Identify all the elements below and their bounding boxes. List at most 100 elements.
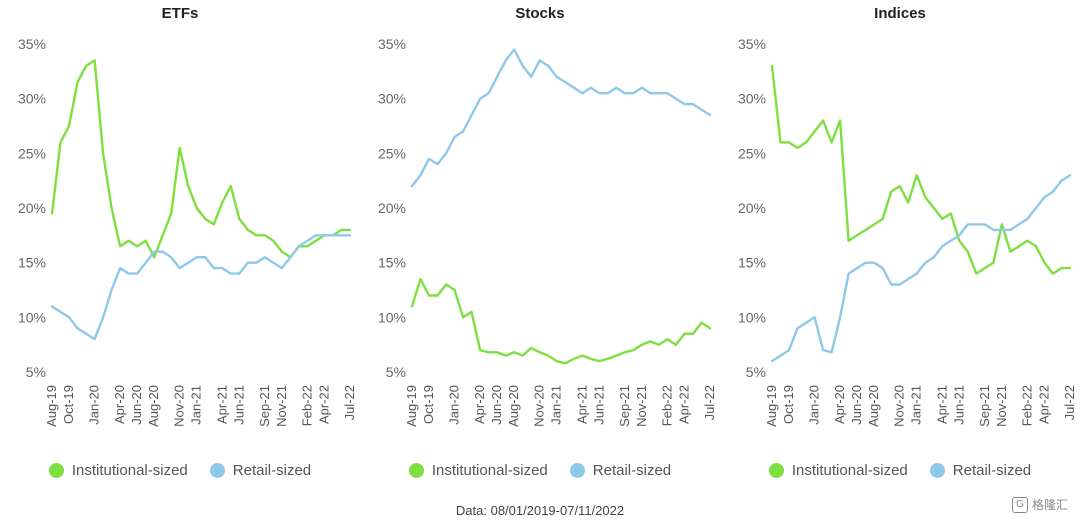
- x-tick-label: Feb-22: [299, 385, 314, 426]
- legend-item-institutional[interactable]: Institutional-sized: [768, 462, 908, 479]
- y-tick-label: 35%: [18, 36, 46, 52]
- legend-label: Institutional-sized: [71, 462, 188, 479]
- institutional-swatch: [408, 463, 424, 478]
- y-tick-label: 20%: [18, 200, 46, 216]
- retail-series-line: [770, 173, 1072, 363]
- x-tick-label: Feb-22: [1019, 385, 1034, 426]
- stocks-panel: Stocks 35% 30% 25% 20% 15% 10% 5% Aug-19 Oct-19 J…: [360, 0, 720, 490]
- x-tick-label: Oct-19: [781, 385, 796, 424]
- data-range-footer: Data: 08/01/2019-07/11/2022: [455, 503, 625, 518]
- institutional-series-line: [50, 59, 352, 259]
- legend: Institutional-sized Retail-sized: [360, 462, 720, 479]
- y-tick-label: 10%: [18, 309, 46, 325]
- indices-chart: 35% 30% 25% 20% 15% 10% 5% Aug-19 Oct-19 Jan-20 Ap…: [738, 36, 1077, 427]
- y-tick-label: 30%: [18, 91, 46, 107]
- institutional-swatch: [768, 463, 784, 478]
- chart-title: ETFs: [161, 5, 199, 22]
- y-tick-label: 20%: [738, 200, 766, 216]
- legend: Institutional-sized Retail-sized: [0, 462, 360, 479]
- x-tick-label: Sep-21: [257, 385, 272, 427]
- y-tick-label: 25%: [378, 145, 406, 161]
- chart-title: Stocks: [515, 5, 565, 22]
- legend-item-retail[interactable]: Retail-sized: [209, 462, 312, 479]
- x-tick-label: Nov-21: [634, 385, 649, 427]
- legend-item-retail[interactable]: Retail-sized: [929, 462, 1032, 479]
- x-tick-label: Jun-20: [849, 385, 864, 425]
- x-tick-label: Jun-21: [591, 385, 606, 425]
- x-tick-label: Jul-22: [1062, 385, 1077, 420]
- x-tick-label: Aug-19: [44, 385, 59, 427]
- institutional-swatch: [48, 463, 64, 478]
- x-tick-label: Jan-20: [87, 385, 102, 425]
- etfs-chart: 35% 30% 25% 20% 15% 10% 5% Aug-19 Oct-19 Jan-20 Ap…: [18, 36, 357, 427]
- x-tick-label: Jan-20: [807, 385, 822, 425]
- stocks-chart: 35% 30% 25% 20% 15% 10% 5% Aug-19 Oct-19 Jan-20 Ap…: [378, 36, 717, 427]
- x-tick-label: Apr-20: [112, 385, 127, 424]
- y-tick-label: 20%: [378, 200, 406, 216]
- legend-item-institutional[interactable]: Institutional-sized: [48, 462, 188, 479]
- retail-swatch: [209, 463, 225, 478]
- y-tick-label: 5%: [26, 364, 46, 380]
- y-tick-label: 10%: [378, 309, 406, 325]
- institutional-series-line: [410, 277, 712, 365]
- x-tick-label: Apr-21: [214, 385, 229, 424]
- x-tick-label: Jan-21: [189, 385, 204, 425]
- x-tick-label: Jan-21: [549, 385, 564, 425]
- x-tick-label: Apr-22: [676, 385, 691, 424]
- x-tick-label: Aug-19: [764, 385, 779, 427]
- y-tick-label: 5%: [746, 364, 766, 380]
- retail-series-line: [410, 48, 712, 188]
- y-tick-label: 10%: [738, 309, 766, 325]
- x-tick-label: Jun-21: [951, 385, 966, 425]
- x-tick-label: Apr-21: [574, 385, 589, 424]
- x-tick-label: Apr-21: [934, 385, 949, 424]
- watermark-text: 格隆汇: [1031, 498, 1068, 512]
- x-tick-label: Apr-20: [832, 385, 847, 424]
- y-tick-label: 35%: [378, 36, 406, 52]
- x-tick-label: Aug-20: [146, 385, 161, 427]
- x-tick-label: Apr-20: [472, 385, 487, 424]
- legend: Institutional-sized Retail-sized: [720, 462, 1080, 479]
- x-tick-label: Nov-21: [274, 385, 289, 427]
- legend-item-retail[interactable]: Retail-sized: [569, 462, 672, 479]
- x-tick-label: Apr-22: [316, 385, 331, 424]
- y-tick-label: 15%: [378, 255, 406, 271]
- retail-swatch: [569, 463, 585, 478]
- x-tick-label: Jun-20: [489, 385, 504, 425]
- y-tick-label: 30%: [378, 91, 406, 107]
- x-tick-label: Feb-22: [659, 385, 674, 426]
- x-tick-label: Jan-21: [909, 385, 924, 425]
- legend-label: Retail-sized: [592, 462, 672, 479]
- etfs-panel: ETFs 35% 30% 25% 20% 15% 10% 5% Aug-19 Oct-19 Jan…: [0, 0, 360, 490]
- x-tick-label: Jun-20: [129, 385, 144, 425]
- y-tick-label: 15%: [18, 255, 46, 271]
- x-tick-label: Aug-20: [506, 385, 521, 427]
- watermark: G 格隆汇: [1011, 496, 1068, 513]
- legend-item-institutional[interactable]: Institutional-sized: [408, 462, 548, 479]
- legend-label: Retail-sized: [232, 462, 312, 479]
- x-tick-label: Jul-22: [342, 385, 357, 420]
- x-tick-label: Aug-20: [866, 385, 881, 427]
- y-tick-label: 30%: [738, 91, 766, 107]
- y-tick-label: 35%: [738, 36, 766, 52]
- y-tick-label: 5%: [386, 364, 406, 380]
- legend-label: Institutional-sized: [791, 462, 908, 479]
- x-tick-label: Nov-20: [532, 385, 547, 427]
- x-tick-label: Jan-20: [447, 385, 462, 425]
- x-tick-label: Sep-21: [977, 385, 992, 427]
- chart-title: Indices: [874, 5, 926, 22]
- retail-swatch: [929, 463, 945, 478]
- legend-label: Institutional-sized: [431, 462, 548, 479]
- watermark-logo-icon: G: [1011, 496, 1028, 513]
- y-tick-label: 15%: [738, 255, 766, 271]
- x-tick-label: Jul-22: [702, 385, 717, 420]
- x-tick-label: Sep-21: [617, 385, 632, 427]
- legend-label: Retail-sized: [952, 462, 1032, 479]
- x-tick-label: Nov-21: [994, 385, 1009, 427]
- x-tick-label: Oct-19: [421, 385, 436, 424]
- indices-panel: Indices 35% 30% 25% 20% 15% 10% 5% Aug-19 Oct-19…: [720, 0, 1080, 490]
- x-tick-label: Nov-20: [172, 385, 187, 427]
- x-tick-label: Jun-21: [231, 385, 246, 425]
- x-tick-label: Nov-20: [892, 385, 907, 427]
- institutional-series-line: [770, 64, 1072, 275]
